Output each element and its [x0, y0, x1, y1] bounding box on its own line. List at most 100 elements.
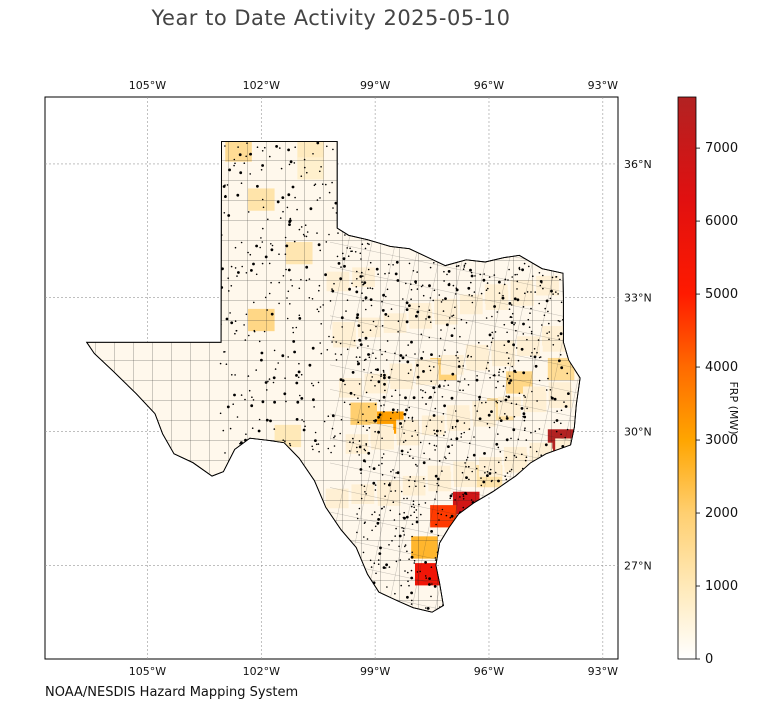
fire-detection-point [232, 403, 234, 406]
fire-detection-point [377, 380, 381, 384]
fire-detection-point [359, 356, 361, 359]
fire-detection-point [267, 380, 269, 383]
fire-detection-point [485, 367, 488, 370]
fire-detection-point [544, 443, 548, 447]
fire-detection-point [286, 297, 288, 299]
fire-detection-point [386, 586, 388, 588]
fire-detection-point [421, 284, 424, 287]
fire-detection-point [394, 535, 397, 537]
fire-detection-point [336, 255, 339, 258]
fire-detection-point [473, 436, 475, 438]
fire-detection-point [498, 461, 500, 464]
fire-detection-point [509, 379, 513, 382]
fire-detection-point [436, 482, 439, 485]
fire-detection-point [295, 418, 299, 421]
fire-detection-point [542, 287, 544, 290]
fire-detection-point [416, 434, 419, 436]
fire-detection-point [358, 440, 361, 442]
fire-detection-point [365, 391, 368, 394]
fire-detection-point [245, 313, 248, 316]
fire-detection-point [443, 404, 446, 408]
fire-detection-point [395, 472, 397, 474]
fire-detection-point [411, 418, 414, 420]
fire-detection-point [497, 479, 500, 483]
fire-detection-point [488, 370, 490, 372]
fire-detection-point [410, 283, 412, 286]
fire-detection-point [510, 468, 513, 471]
fire-detection-point [305, 279, 308, 282]
fire-detection-point [504, 278, 507, 281]
fire-detection-point [505, 478, 508, 481]
fire-detection-point [459, 381, 461, 383]
fire-detection-point [523, 415, 527, 419]
fire-detection-point [349, 391, 353, 395]
fire-detection-point [356, 313, 360, 317]
fire-detection-point [518, 266, 521, 269]
fire-detection-point [407, 416, 410, 419]
fire-detection-point [455, 293, 457, 295]
fire-detection-point [356, 513, 358, 515]
fire-detection-point [448, 317, 451, 319]
fire-detection-point [374, 368, 377, 371]
fire-detection-point [376, 368, 379, 371]
fire-detection-point [422, 370, 425, 373]
fire-detection-point [407, 451, 409, 454]
fire-detection-point [457, 380, 459, 383]
fire-detection-point [415, 314, 418, 318]
fire-detection-point [412, 396, 416, 400]
fire-detection-point [456, 351, 459, 353]
fire-detection-point [512, 312, 514, 315]
fire-detection-point [476, 375, 478, 377]
fire-detection-point [360, 472, 362, 475]
fire-detection-point [365, 444, 368, 446]
fire-detection-point [493, 305, 496, 308]
fire-detection-point [533, 355, 537, 359]
fire-detection-point [410, 603, 413, 605]
fire-detection-point [356, 531, 358, 534]
fire-detection-point [369, 287, 372, 289]
fire-detection-point [298, 287, 301, 290]
fire-detection-point [308, 297, 311, 299]
fire-detection-point [545, 389, 548, 391]
fire-detection-point [480, 292, 483, 295]
fire-detection-point [498, 371, 500, 374]
fire-detection-point [516, 288, 518, 290]
fire-detection-point [400, 426, 403, 428]
fire-detection-point [416, 288, 419, 290]
fire-detection-point [410, 369, 412, 371]
fire-detection-point [487, 413, 491, 417]
fire-detection-point [485, 401, 487, 404]
fire-detection-point [419, 570, 422, 573]
fire-detection-point [340, 353, 343, 356]
fire-detection-point [524, 292, 526, 295]
fire-detection-point [292, 327, 294, 329]
fire-detection-point [311, 298, 314, 300]
fire-detection-point [356, 278, 358, 280]
fire-detection-point [352, 441, 355, 444]
fire-detection-point [361, 271, 363, 274]
fire-detection-point [381, 353, 383, 356]
fire-detection-point [447, 283, 451, 287]
credit-text: NOAA/NESDIS Hazard Mapping System [45, 685, 299, 700]
fire-detection-point [407, 344, 410, 346]
fire-detection-point [457, 357, 459, 359]
fire-detection-point [318, 450, 320, 453]
fire-detection-point [337, 262, 341, 265]
fire-detection-point [403, 412, 407, 416]
fire-detection-point [312, 448, 314, 451]
fire-detection-point [435, 559, 437, 561]
fire-detection-point [228, 290, 230, 292]
fire-detection-point [390, 368, 393, 371]
fire-detection-point [470, 355, 473, 358]
fire-detection-point [225, 363, 228, 366]
fire-detection-point [339, 342, 342, 345]
fire-detection-point [333, 436, 335, 439]
fire-detection-point [530, 431, 532, 434]
fire-detection-point [398, 513, 401, 515]
fire-detection-point [247, 211, 250, 213]
fire-detection-point [284, 377, 286, 380]
fire-detection-point [447, 270, 451, 273]
fire-detection-point [388, 483, 391, 487]
fire-detection-point [227, 277, 229, 280]
fire-detection-point [335, 341, 338, 343]
